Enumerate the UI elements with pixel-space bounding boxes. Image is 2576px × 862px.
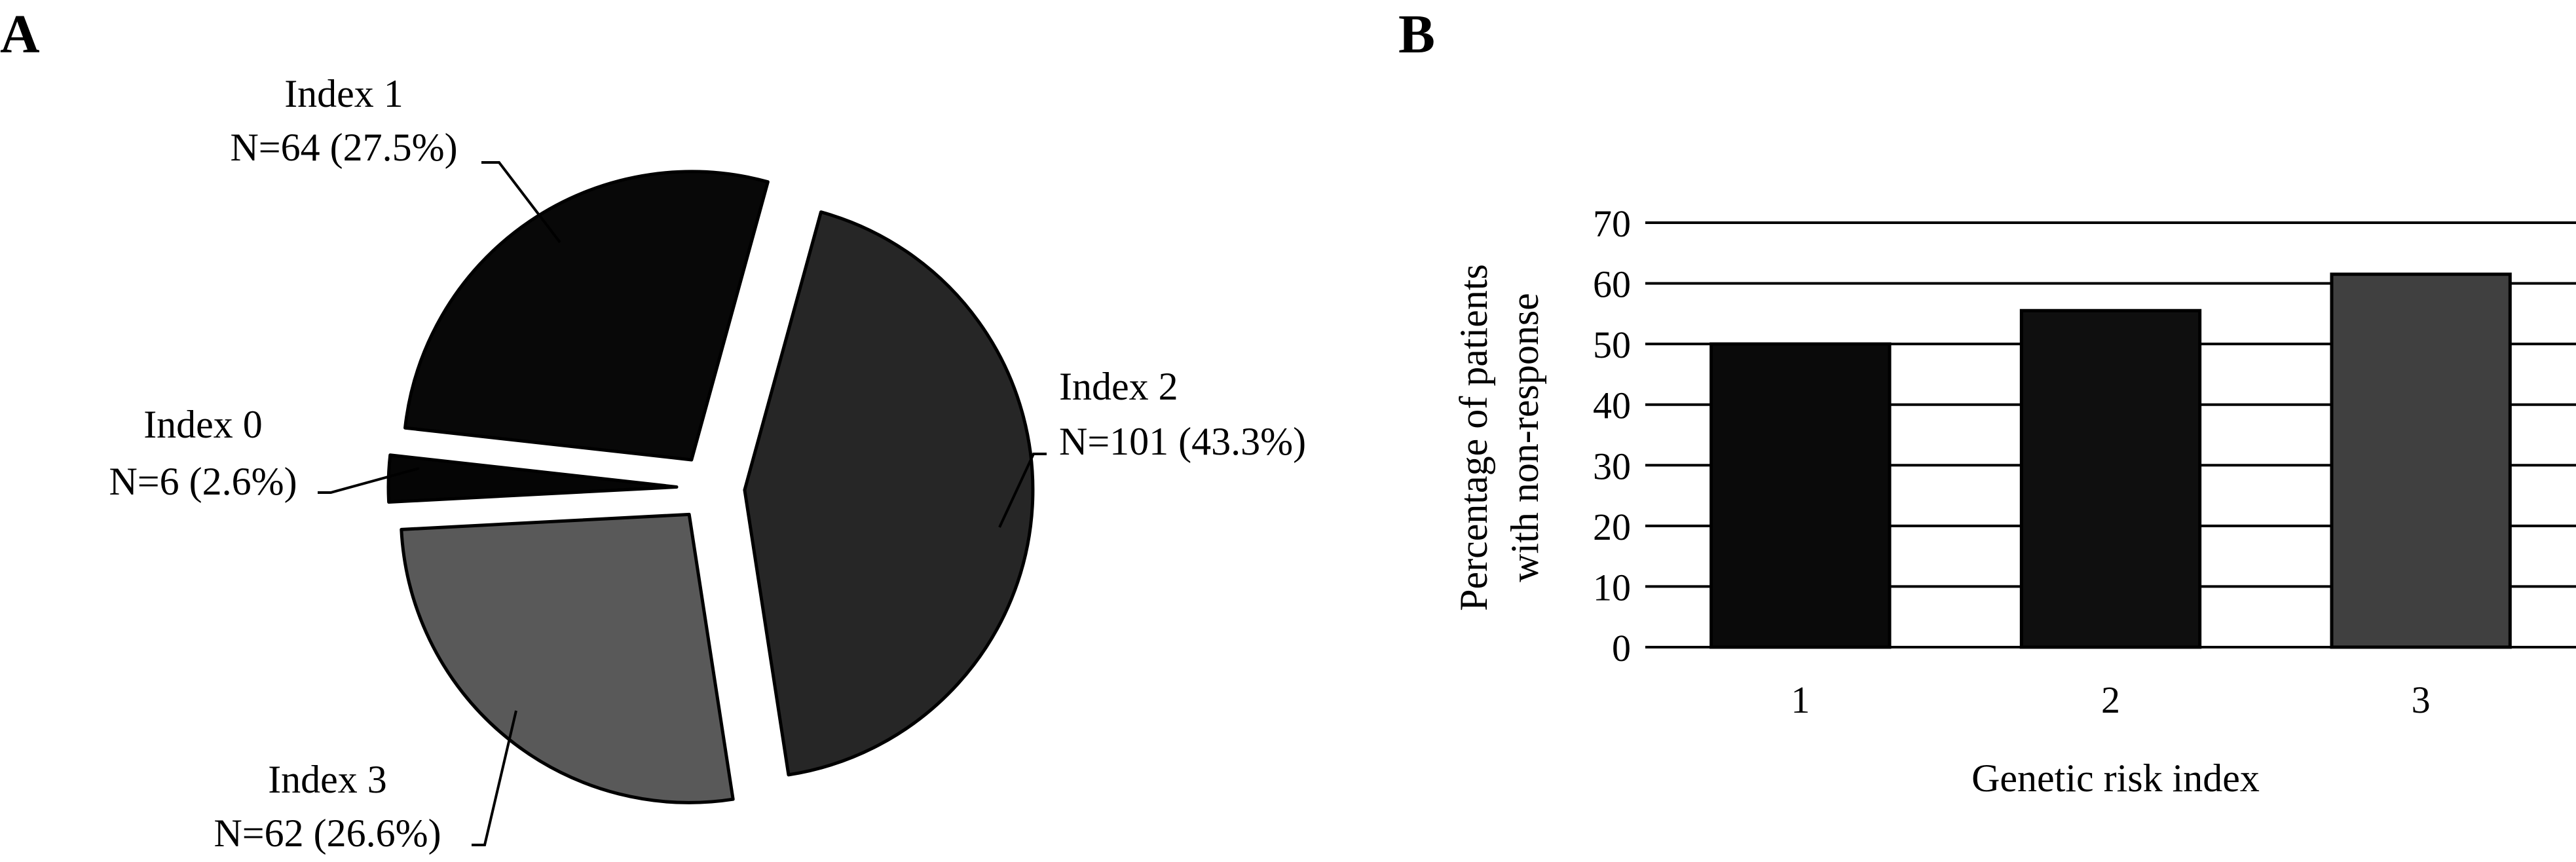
- callout-index-2-name: Index 2: [1059, 365, 1178, 408]
- x-tick-labels: 1 2 3: [1791, 679, 2430, 721]
- y-tick-label: 70: [1593, 202, 1631, 245]
- y-axis-title-line-2: with non-response: [1503, 293, 1546, 582]
- callout-index-0-name: Index 0: [143, 403, 263, 446]
- bars: [1709, 272, 2512, 649]
- x-tick-label: 2: [2101, 679, 2120, 721]
- pie-slice-index-3: [400, 512, 735, 804]
- pie-callouts: Index 1 N=64 (27.5%) Index 0 N=6 (2.6%) …: [109, 72, 1306, 855]
- pie-leader-lines: [318, 161, 1047, 846]
- callout-index-1-name: Index 1: [284, 72, 403, 115]
- callout-index-3-name: Index 3: [268, 758, 387, 801]
- leader-line-index-3: [472, 710, 517, 846]
- x-tick-label: 1: [1791, 679, 1810, 721]
- callout-index-1-count: N=64 (27.5%): [230, 126, 457, 169]
- y-axis-title-line-1: Percentage of patients: [1452, 264, 1495, 611]
- panel-label-a: A: [0, 4, 40, 65]
- y-tick-label: 60: [1593, 263, 1631, 306]
- pie-slice-index-2: [743, 210, 1035, 777]
- callout-index-0-count: N=6 (2.6%): [109, 460, 297, 503]
- callout-index-3-count: N=62 (26.6%): [214, 812, 441, 855]
- x-tick-label: 3: [2412, 679, 2431, 721]
- y-tick-label: 40: [1593, 384, 1631, 427]
- pie-chart: [386, 170, 1035, 804]
- y-tick-label: 20: [1593, 506, 1631, 548]
- y-tick-label: 30: [1593, 445, 1631, 487]
- bar-1: [1709, 342, 1892, 649]
- leader-line-index-2: [998, 453, 1047, 528]
- y-tick-label: 10: [1593, 566, 1631, 609]
- bar-chart: 0 10 20 30 40 50 60 70 1 2 3 Percentage of patien…: [1452, 202, 2576, 800]
- bar-3: [2330, 272, 2512, 649]
- bar-2: [2019, 309, 2202, 649]
- pie-slice-index-0: [386, 453, 679, 504]
- leader-line-index-1: [481, 161, 561, 244]
- y-tick-label: 50: [1593, 324, 1631, 366]
- y-tick-labels: 0 10 20 30 40 50 60 70: [1593, 202, 1631, 669]
- callout-index-2-count: N=101 (43.3%): [1059, 420, 1306, 463]
- panel-label-b: B: [1398, 4, 1435, 65]
- y-tick-label: 0: [1612, 627, 1631, 669]
- x-axis-title: Genetic risk index: [1971, 757, 2260, 800]
- leader-line-index-0: [318, 467, 420, 494]
- pie-slice-index-1: [403, 170, 770, 462]
